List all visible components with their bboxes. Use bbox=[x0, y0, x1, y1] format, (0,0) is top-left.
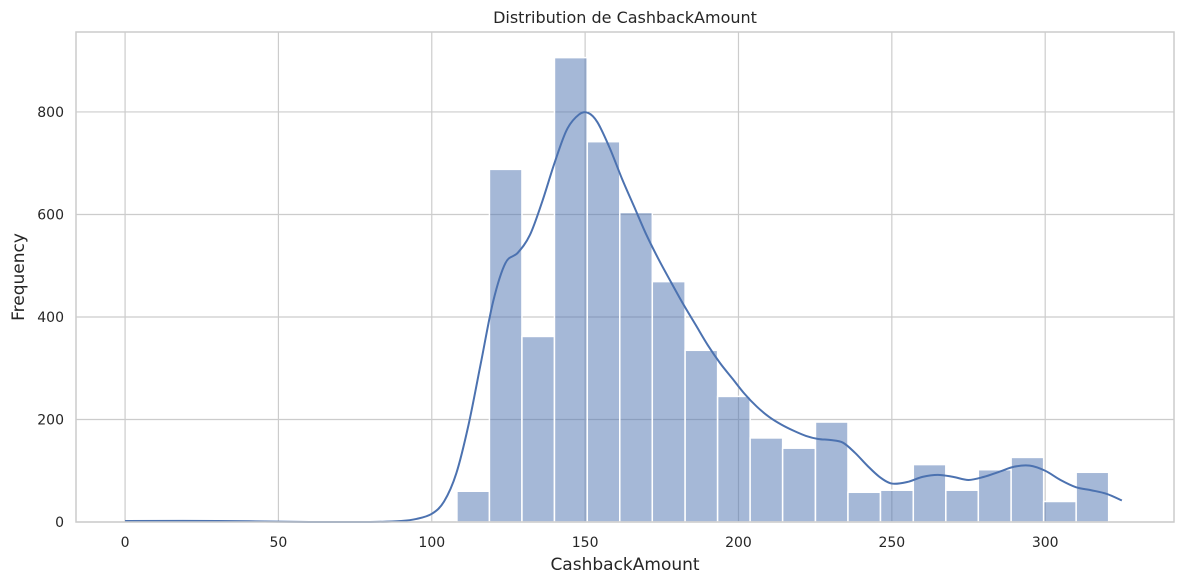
axes-frame bbox=[75, 31, 1175, 523]
histogram-bar bbox=[456, 490, 491, 523]
histogram-bar bbox=[716, 395, 751, 523]
x-tick-label: 200 bbox=[725, 535, 752, 551]
histogram-bars bbox=[456, 56, 1110, 523]
histogram-bar bbox=[945, 489, 980, 523]
histogram-bar bbox=[1042, 500, 1077, 523]
histogram-bar bbox=[847, 491, 882, 523]
y-tick-label: 400 bbox=[37, 310, 64, 326]
y-tick-label: 600 bbox=[37, 207, 64, 223]
histogram-bar bbox=[684, 349, 719, 523]
histogram-bar bbox=[814, 421, 849, 523]
histogram-bar bbox=[977, 468, 1012, 523]
histogram-bar bbox=[651, 280, 686, 523]
histogram-bar bbox=[781, 447, 817, 523]
x-tick-label: 50 bbox=[270, 535, 288, 551]
histogram-bar bbox=[521, 335, 556, 523]
histogram-bar bbox=[749, 437, 784, 523]
y-tick-label: 200 bbox=[37, 412, 64, 428]
histogram-bar bbox=[488, 168, 523, 523]
x-tick-label: 0 bbox=[121, 535, 130, 551]
y-tick-label: 0 bbox=[55, 515, 64, 531]
kde-line bbox=[125, 111, 1123, 524]
histogram-bar bbox=[553, 56, 589, 523]
histogram-bar bbox=[879, 489, 915, 523]
histogram-bar bbox=[619, 211, 654, 523]
x-tick-label: 300 bbox=[1032, 535, 1059, 551]
histogram-bar bbox=[912, 463, 947, 523]
histogram-bar bbox=[1075, 471, 1110, 523]
histogram-bar bbox=[586, 140, 621, 523]
x-tick-label: 250 bbox=[878, 535, 905, 551]
chart-title: Distribution de CashbackAmount bbox=[493, 8, 757, 27]
x-tick-label: 100 bbox=[418, 535, 445, 551]
y-tick-label: 800 bbox=[37, 105, 64, 121]
x-tick-label: 150 bbox=[572, 535, 599, 551]
x-axis-label: CashbackAmount bbox=[550, 555, 699, 575]
y-axis-label: Frequency bbox=[9, 233, 29, 321]
